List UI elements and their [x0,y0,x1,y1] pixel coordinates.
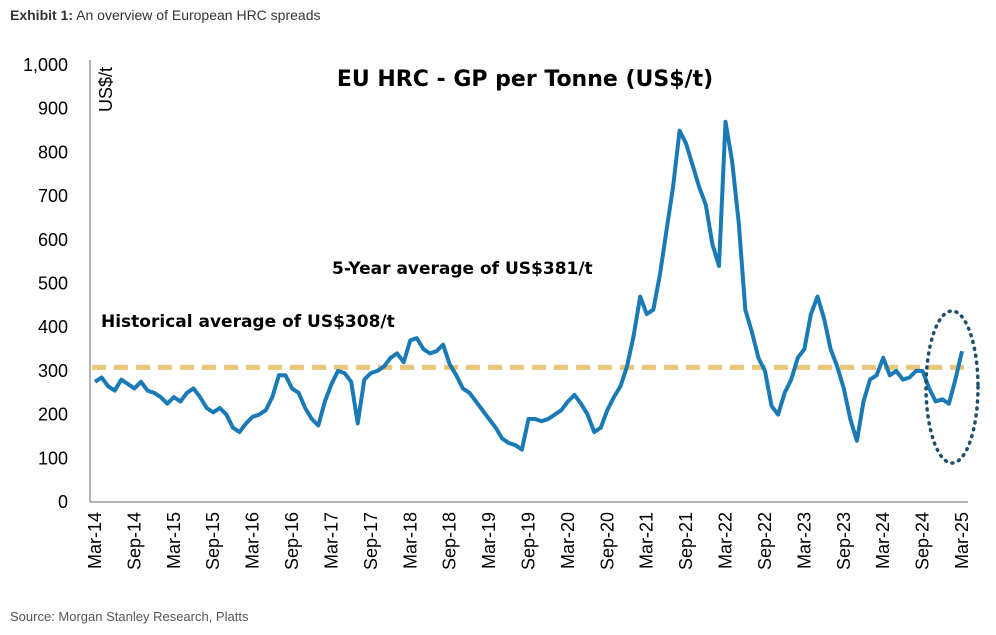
x-tick-label: Mar-22 [716,512,736,569]
x-tick-label: Sep-18 [440,512,460,570]
y-tick-label: 300 [38,361,68,381]
x-tick-label: Mar-19 [479,512,499,569]
x-tick-label: Sep-24 [913,512,933,570]
y-tick-label: 200 [38,405,68,425]
x-tick-label: Sep-17 [361,512,381,570]
x-tick-label: Mar-20 [558,512,578,569]
y-tick-label: 700 [38,186,68,206]
y-tick-label: 900 [38,99,68,119]
x-tick-label: Mar-17 [321,512,341,569]
y-tick-label: 600 [38,230,68,250]
x-tick-label: Mar-21 [637,512,657,569]
y-tick-label: 0 [58,492,68,512]
historical-average-annotation: Historical average of US$308/t [101,312,395,332]
y-tick-label: 800 [38,142,68,162]
x-tick-label: Sep-14 [124,512,144,570]
highlight-ellipse [924,309,980,465]
y-tick-label: 400 [38,317,68,337]
x-tick-label: Mar-23 [794,512,814,569]
x-tick-label: Mar-14 [85,512,105,569]
y-tick-label: 500 [38,274,68,294]
x-tick-label: Mar-25 [952,512,972,569]
source-note: Source: Morgan Stanley Research, Platts [10,609,249,624]
exhibit-header: Exhibit 1: An overview of European HRC s… [10,7,320,23]
chart-title: EU HRC - GP per Tonne (US$/t) [337,67,713,92]
x-tick-label: Sep-15 [203,512,223,570]
series-line [93,119,964,452]
x-tick-label: Sep-19 [519,512,539,570]
x-tick-label: Sep-16 [282,512,302,570]
exhibit-caption: An overview of European HRC spreads [76,7,321,23]
y-tick-label: 1,000 [23,55,68,75]
five-year-average-annotation: 5-Year average of US$381/t [332,259,593,279]
y-tick-label: 100 [38,448,68,468]
x-tick-label: Sep-22 [755,512,775,570]
exhibit-label: Exhibit 1: [10,7,74,23]
x-tick-label: Mar-15 [164,512,184,569]
x-tick-label: Mar-24 [873,512,893,569]
x-tick-label: Sep-23 [834,512,854,570]
x-tick-label: Sep-21 [676,512,696,570]
x-tick-label: Mar-18 [400,512,420,569]
y-axis-label: US$/t [96,67,116,112]
x-tick-label: Sep-20 [597,512,617,570]
x-tick-label: Mar-16 [243,512,263,569]
